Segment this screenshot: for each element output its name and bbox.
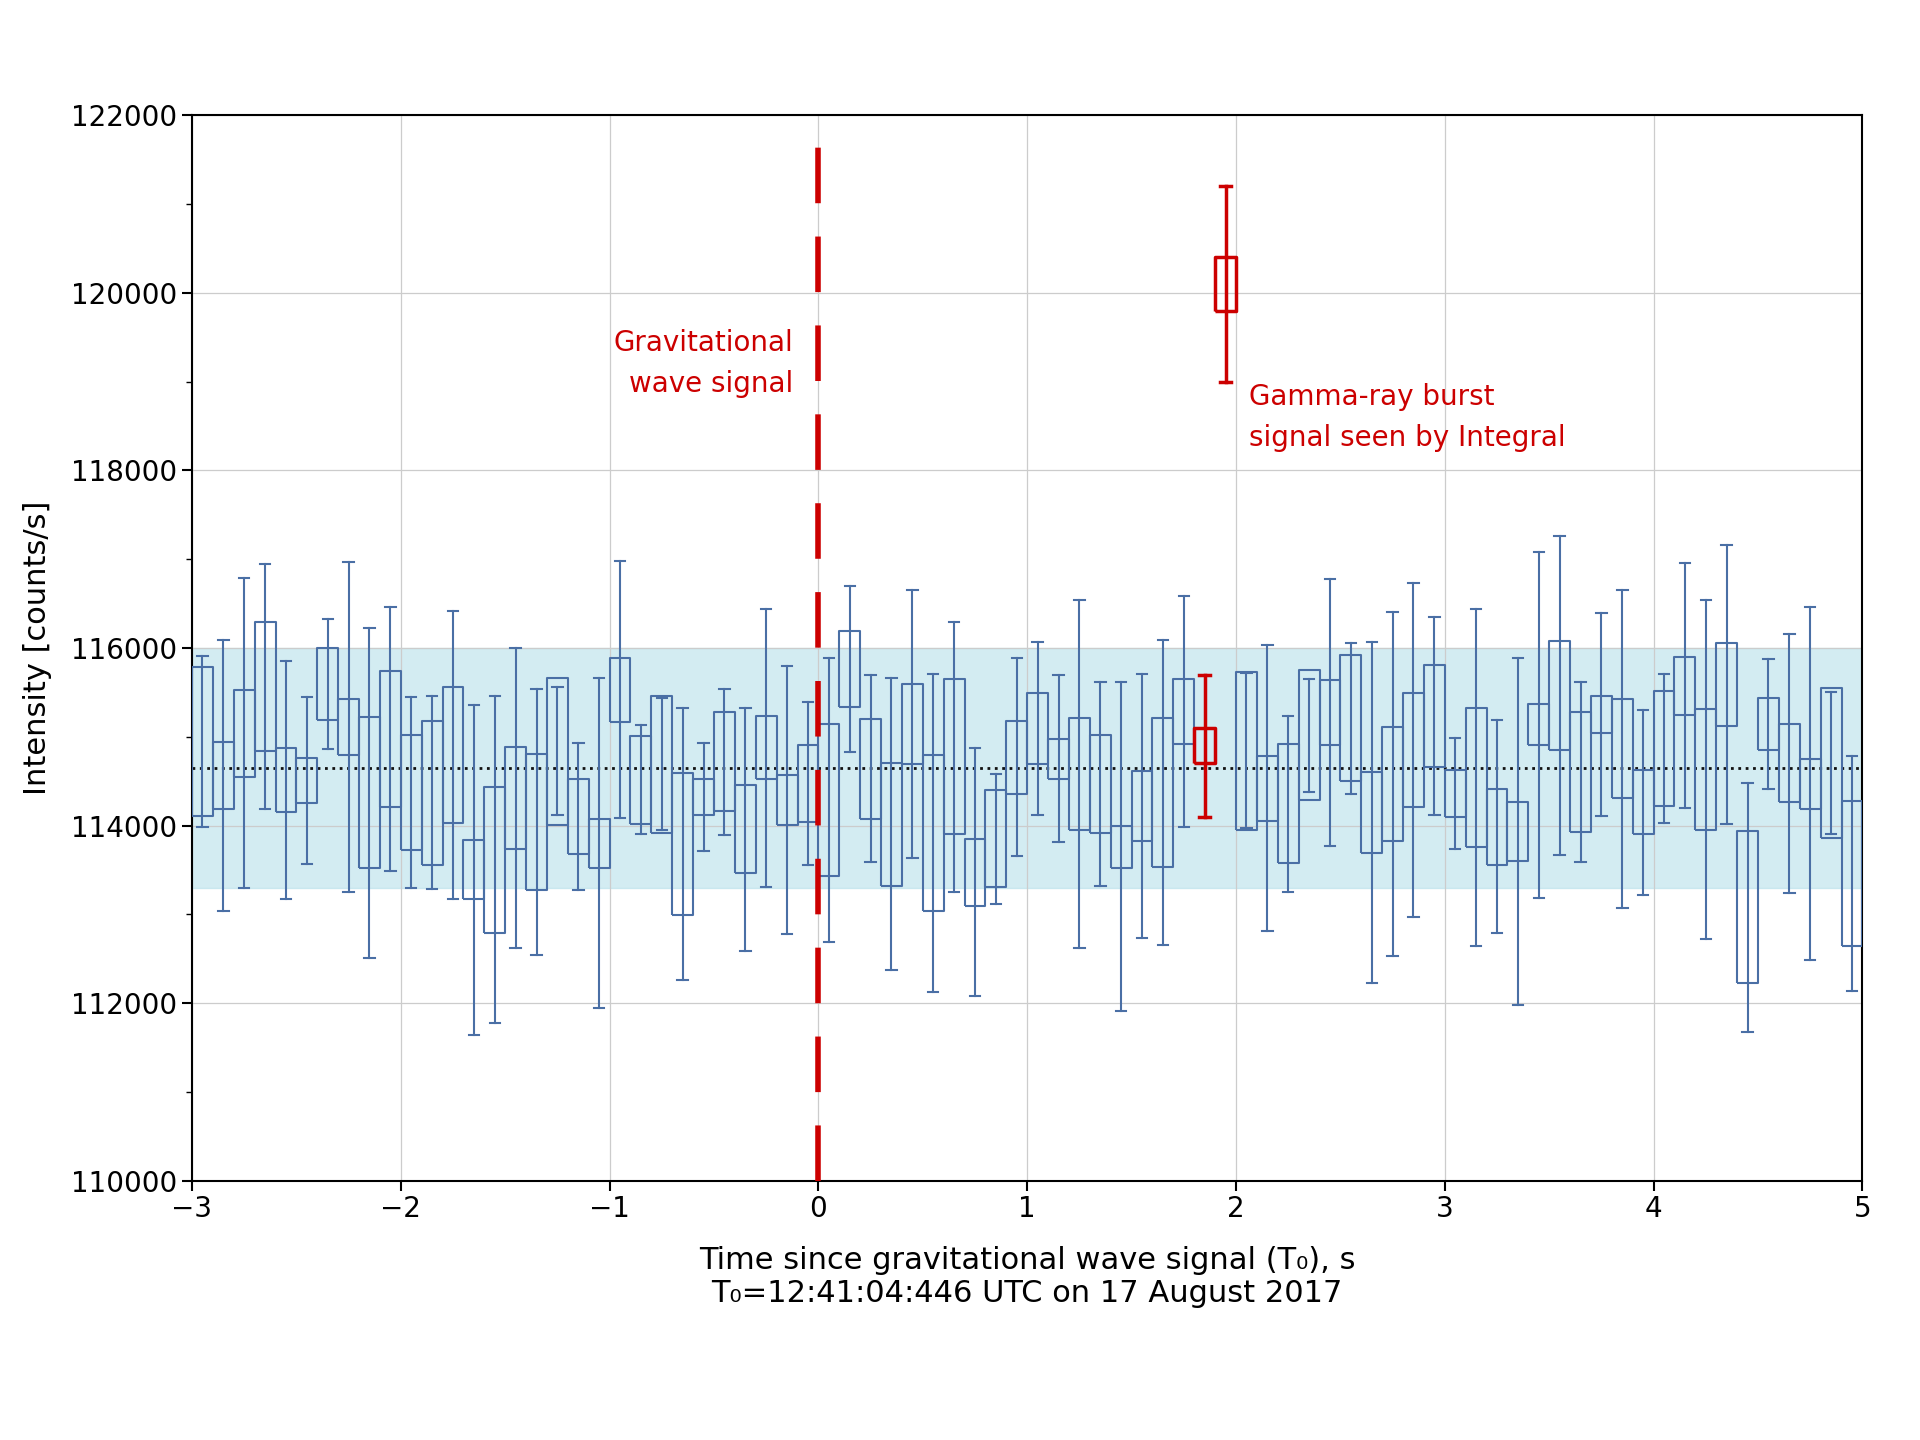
Text: Gravitational
wave signal: Gravitational wave signal xyxy=(614,330,793,399)
Text: Gamma-ray burst
signal seen by Integral: Gamma-ray burst signal seen by Integral xyxy=(1248,383,1565,452)
Bar xyxy=(192,648,1862,887)
Y-axis label: Intensity [counts/s]: Intensity [counts/s] xyxy=(23,501,52,795)
X-axis label: Time since gravitational wave signal (T₀), s
T₀=12:41:04:446 UTC on 17 August 20: Time since gravitational wave signal (T₀… xyxy=(699,1246,1356,1308)
